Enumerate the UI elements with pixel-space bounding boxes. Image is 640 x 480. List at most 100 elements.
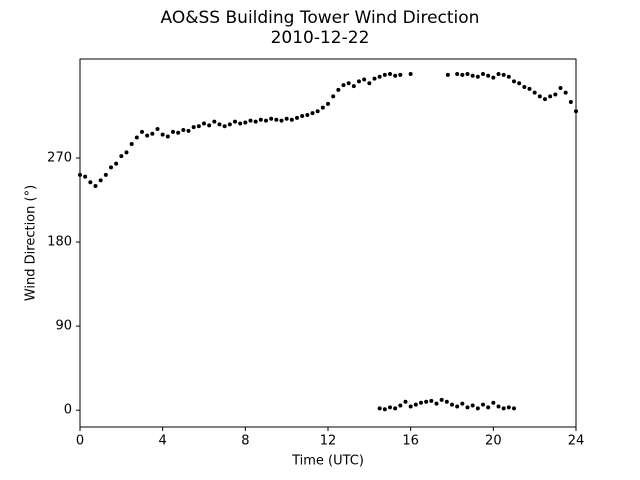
data-point: [475, 74, 480, 79]
data-point: [382, 407, 387, 412]
data-point: [496, 71, 501, 76]
x-tick-label: 16: [402, 434, 419, 449]
data-point: [429, 398, 434, 403]
data-point: [548, 94, 553, 99]
x-tick-label: 20: [485, 434, 502, 449]
data-point: [181, 127, 186, 132]
data-point: [326, 101, 330, 106]
data-point: [460, 72, 465, 77]
data-point: [491, 75, 496, 80]
y-axis-label: Wind Direction (°): [24, 185, 39, 301]
data-point: [512, 406, 516, 411]
chart-title: AO&SS Building Tower Wind Direction: [161, 8, 480, 28]
data-point: [486, 405, 491, 410]
plot-frame: [79, 58, 577, 428]
data-point: [563, 90, 568, 95]
data-point: [517, 81, 522, 86]
data-point: [320, 105, 325, 110]
data-point: [129, 141, 134, 146]
data-point: [362, 77, 367, 82]
data-point: [341, 83, 346, 88]
data-point: [388, 405, 392, 410]
data-point: [264, 118, 268, 123]
data-point: [160, 132, 165, 137]
data-point: [346, 81, 351, 86]
data-point: [78, 172, 82, 177]
data-point: [481, 71, 485, 76]
data-point: [491, 400, 496, 405]
data-point: [227, 122, 232, 127]
data-point: [202, 121, 206, 126]
x-axis-label: Time (UTC): [291, 454, 364, 469]
data-point: [140, 129, 144, 134]
data-point: [465, 405, 470, 410]
data-point: [501, 406, 506, 411]
data-point: [377, 406, 382, 411]
y-tick-label: 270: [47, 151, 72, 166]
x-tick-label: 0: [76, 434, 84, 449]
data-point: [553, 92, 558, 97]
data-point: [506, 405, 511, 410]
data-point: [393, 73, 398, 78]
data-point: [470, 403, 475, 408]
data-point: [165, 134, 170, 139]
data-point: [103, 172, 108, 177]
data-point: [439, 397, 444, 402]
data-point: [274, 117, 279, 122]
chart-subtitle: 2010-12-22: [271, 28, 370, 48]
data-point: [134, 135, 139, 140]
data-point: [217, 122, 222, 127]
x-tick-label: 4: [159, 434, 167, 449]
data-point: [119, 154, 124, 159]
data-point: [258, 117, 263, 122]
data-point: [377, 74, 382, 79]
data-point: [481, 402, 485, 407]
data-point: [233, 119, 237, 124]
data-point: [408, 404, 413, 409]
data-point: [186, 128, 191, 133]
data-point: [176, 130, 181, 135]
data-point: [212, 119, 217, 124]
data-point: [372, 76, 377, 81]
data-point: [496, 404, 501, 409]
data-point: [289, 117, 294, 122]
data-point: [171, 129, 175, 134]
data-point: [408, 71, 413, 76]
data-point: [98, 178, 103, 183]
data-point: [434, 401, 439, 406]
data-point: [574, 109, 578, 114]
data-point: [501, 72, 506, 77]
data-point: [253, 119, 258, 124]
data-point: [305, 113, 310, 118]
data-point: [475, 406, 480, 411]
data-point: [222, 124, 227, 129]
x-tick-label: 8: [241, 434, 249, 449]
x-tick-label: 24: [568, 434, 585, 449]
data-point: [445, 72, 450, 77]
data-point: [403, 399, 408, 404]
data-point: [248, 118, 253, 123]
data-point: [455, 71, 460, 76]
data-point: [532, 90, 537, 95]
data-point: [196, 124, 201, 129]
data-point: [243, 120, 248, 125]
data-point: [295, 115, 299, 120]
data-point: [238, 121, 243, 126]
y-tick-label: 180: [47, 235, 72, 250]
data-point: [83, 174, 88, 179]
data-point: [93, 184, 98, 189]
data-point: [331, 94, 336, 99]
data-point: [455, 404, 460, 409]
data-point: [114, 161, 119, 166]
data-point: [279, 118, 284, 123]
data-point: [537, 94, 542, 99]
data-point: [444, 399, 449, 404]
data-point: [124, 150, 129, 155]
data-point: [310, 111, 315, 116]
data-point: [88, 180, 93, 185]
data-point: [269, 116, 274, 121]
data-point: [424, 399, 429, 404]
y-tick-label: 0: [64, 403, 72, 418]
data-point: [460, 401, 465, 406]
